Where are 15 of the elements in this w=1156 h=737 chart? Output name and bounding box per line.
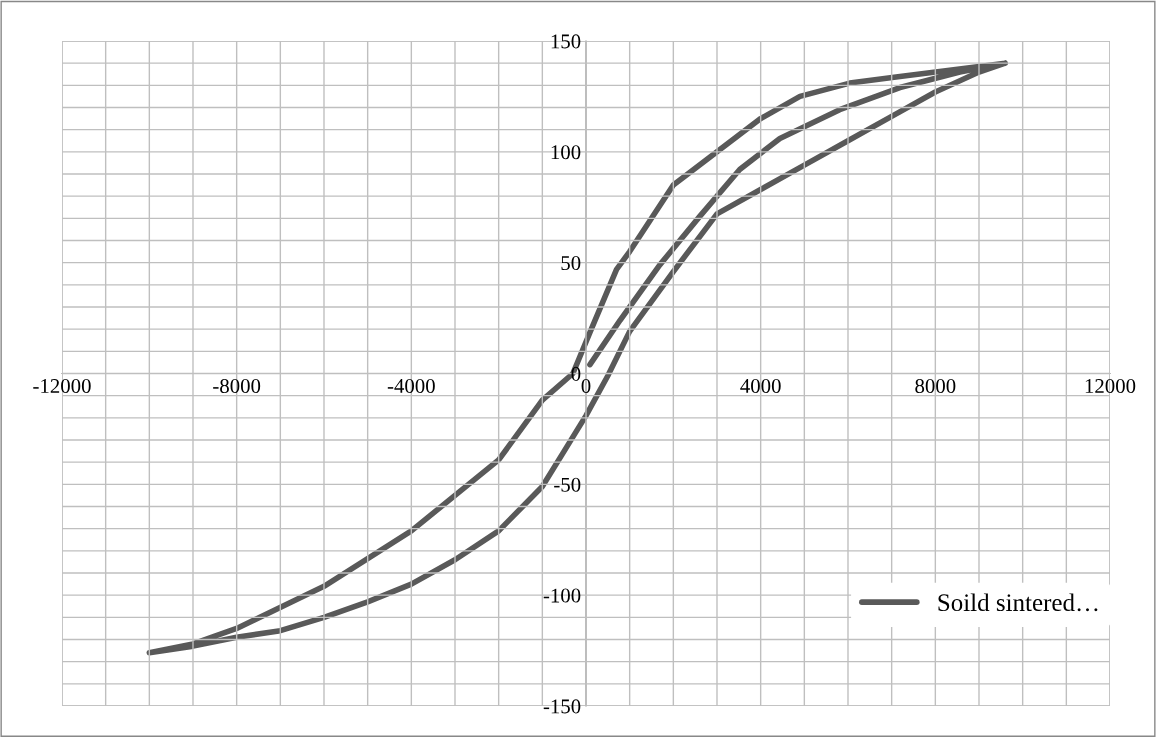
y-tick-label: 100 — [551, 145, 581, 160]
legend-label: Soild sintered… — [938, 593, 1098, 612]
x-tick-label: -8000 — [213, 378, 261, 394]
y-tick-label: 150 — [551, 34, 581, 49]
x-tick-label: 8000 — [915, 378, 956, 394]
x-tick-label: -12000 — [33, 378, 91, 394]
y-tick-label: -100 — [543, 588, 581, 603]
y-tick-label: 50 — [561, 256, 581, 271]
x-tick-label: 0 — [581, 378, 591, 394]
x-tick-label: -4000 — [387, 378, 435, 394]
x-tick-label: 4000 — [740, 378, 781, 394]
y-tick-label: -150 — [543, 699, 581, 714]
x-tick-label: 12000 — [1085, 378, 1136, 394]
y-tick-label: 0 — [571, 366, 581, 381]
y-tick-label: -50 — [554, 477, 581, 492]
